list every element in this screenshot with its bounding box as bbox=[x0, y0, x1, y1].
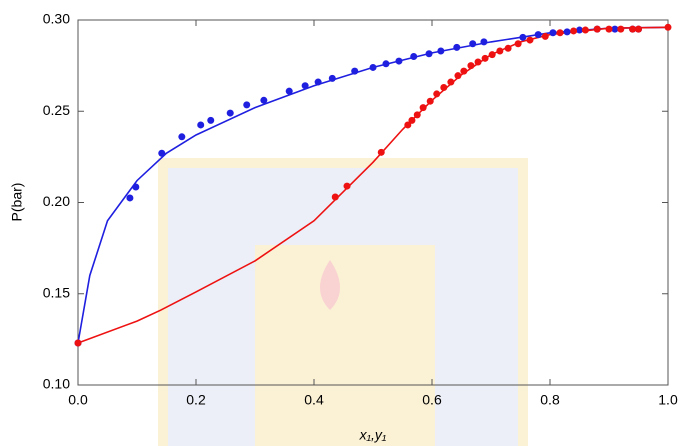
point bbox=[467, 62, 474, 69]
point bbox=[489, 51, 496, 58]
point bbox=[454, 72, 461, 79]
point bbox=[286, 88, 293, 95]
y-tick-label: 0.15 bbox=[43, 284, 70, 300]
point bbox=[453, 44, 460, 51]
point bbox=[594, 26, 601, 33]
point bbox=[414, 111, 421, 118]
point bbox=[332, 194, 339, 201]
point bbox=[475, 58, 482, 65]
point bbox=[515, 40, 522, 47]
point bbox=[420, 104, 427, 111]
point bbox=[260, 97, 267, 104]
point bbox=[126, 194, 133, 201]
point bbox=[557, 29, 564, 36]
point bbox=[344, 183, 351, 190]
point bbox=[582, 27, 589, 34]
point bbox=[395, 58, 402, 65]
point bbox=[570, 27, 577, 34]
point bbox=[382, 60, 389, 67]
x-tick-label: 0.0 bbox=[68, 392, 88, 408]
point bbox=[158, 150, 165, 157]
point bbox=[480, 38, 487, 45]
x-axis-label: x₁,y₁ bbox=[359, 427, 387, 443]
point bbox=[447, 79, 454, 86]
y-tick-label: 0.30 bbox=[43, 11, 70, 27]
point bbox=[617, 26, 624, 33]
x-tick-label: 1.0 bbox=[658, 392, 678, 408]
point bbox=[329, 75, 336, 82]
point bbox=[410, 53, 417, 60]
point bbox=[408, 117, 415, 124]
point bbox=[302, 82, 309, 89]
watermark-center bbox=[255, 245, 435, 446]
point bbox=[75, 340, 82, 347]
point bbox=[460, 68, 467, 75]
point bbox=[606, 26, 613, 33]
point bbox=[535, 31, 542, 38]
point bbox=[469, 40, 476, 47]
point bbox=[132, 183, 139, 190]
point bbox=[227, 110, 234, 117]
point bbox=[427, 98, 434, 105]
point bbox=[542, 33, 549, 40]
y-axis-label: P(bar) bbox=[9, 183, 25, 222]
point bbox=[437, 48, 444, 55]
point bbox=[315, 79, 322, 86]
point bbox=[243, 101, 250, 108]
point bbox=[526, 37, 533, 44]
x-tick-label: 0.6 bbox=[422, 392, 442, 408]
x-tick-label: 0.4 bbox=[304, 392, 324, 408]
point bbox=[549, 29, 556, 36]
point bbox=[564, 28, 571, 35]
point bbox=[370, 64, 377, 71]
y-tick-label: 0.25 bbox=[43, 102, 70, 118]
point bbox=[496, 48, 503, 55]
y-tick-label: 0.20 bbox=[43, 193, 70, 209]
point bbox=[505, 45, 512, 52]
chart: P(bar) x₁,y₁ 0.0 0.2 0.4 0.6 0.8 1.0 0.10 0.15 0… bbox=[0, 0, 682, 446]
point bbox=[178, 133, 185, 140]
x-tick-label: 0.8 bbox=[540, 392, 560, 408]
point bbox=[482, 55, 489, 62]
x-tick-label: 0.2 bbox=[186, 392, 206, 408]
point bbox=[519, 34, 526, 41]
point bbox=[207, 117, 214, 124]
y-tick-label: 0.10 bbox=[43, 376, 70, 392]
point bbox=[665, 24, 672, 31]
point bbox=[378, 149, 385, 156]
point bbox=[351, 68, 358, 75]
watermark bbox=[158, 158, 528, 446]
point bbox=[635, 26, 642, 33]
point bbox=[433, 90, 440, 97]
point bbox=[426, 50, 433, 57]
point bbox=[197, 121, 204, 128]
point bbox=[440, 84, 447, 91]
